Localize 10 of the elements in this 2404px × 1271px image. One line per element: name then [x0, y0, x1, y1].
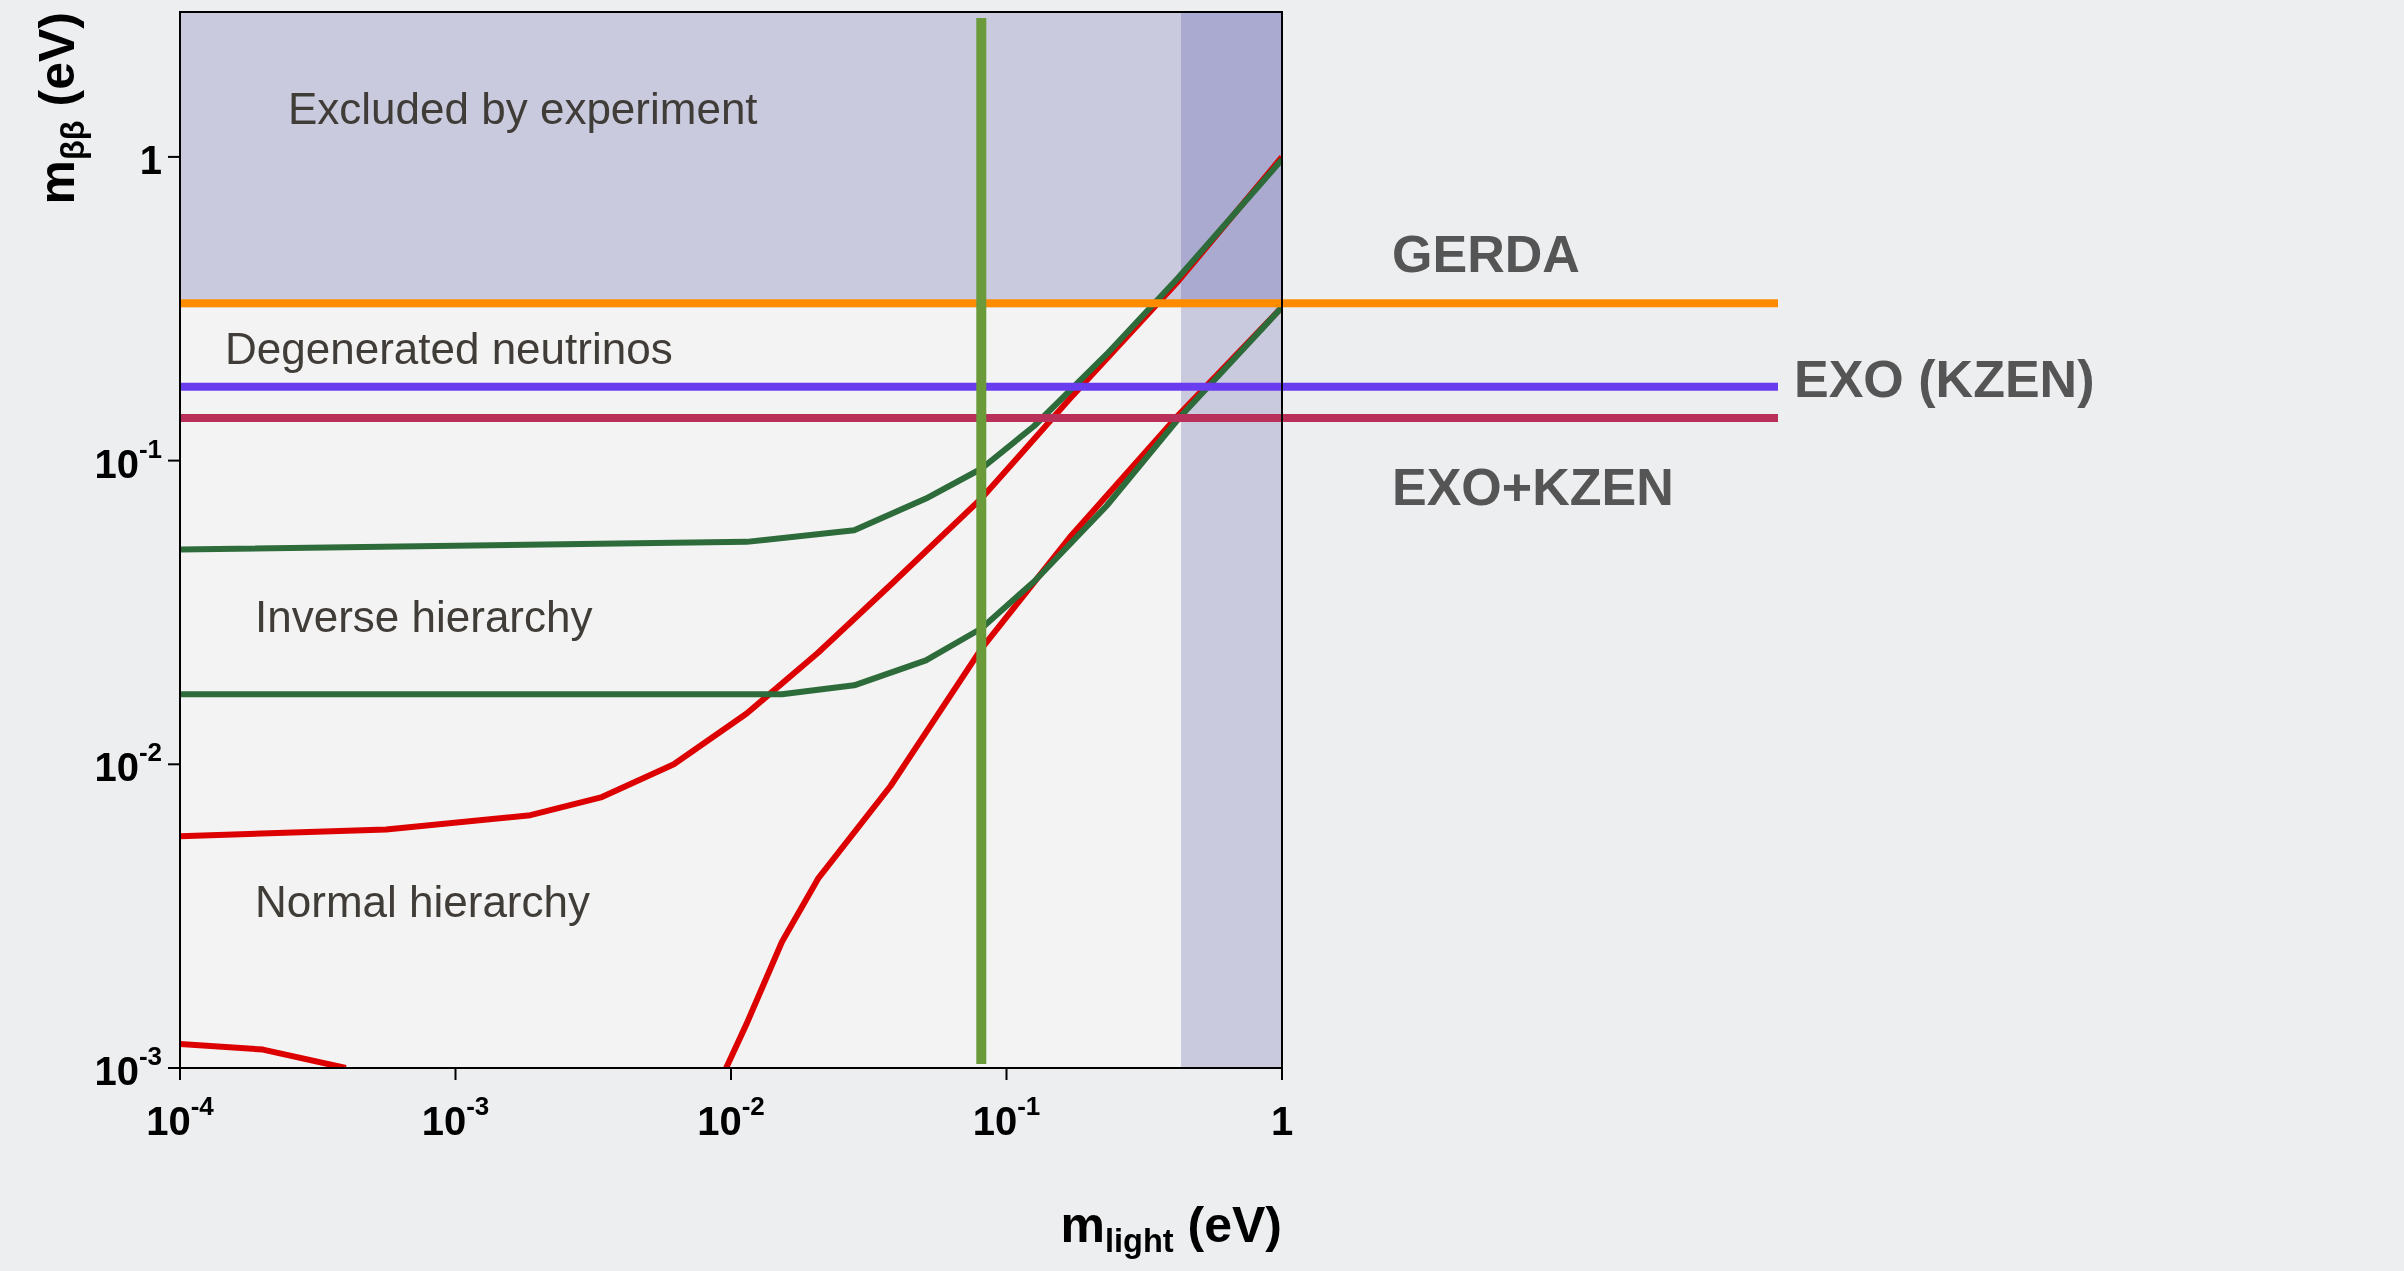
ref-line-label: EXO (KZEN) — [1794, 350, 2095, 409]
annotation: Excluded by experiment — [288, 84, 758, 134]
annotation: Normal hierarchy — [255, 877, 590, 927]
y-tick-label: 1 — [139, 137, 162, 182]
annotation: Inverse hierarchy — [255, 592, 593, 642]
ref-line-label: GERDA — [1392, 225, 1580, 284]
x-tick-label: 1 — [1270, 1099, 1294, 1144]
ref-line-label: EXO+KZEN — [1392, 458, 1674, 517]
annotation: Degenerated neutrinos — [225, 324, 673, 374]
y-axis-title: mββ (eV) — [28, 11, 91, 205]
